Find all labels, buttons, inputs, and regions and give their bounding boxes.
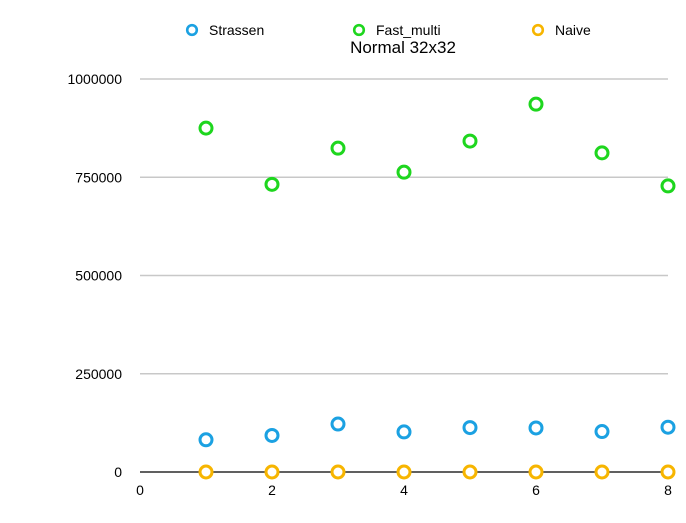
y-tick-label: 750000 bbox=[75, 169, 122, 185]
data-point bbox=[396, 424, 412, 440]
y-tick-label: 0 bbox=[114, 464, 122, 480]
x-tick-label: 4 bbox=[400, 482, 408, 498]
x-tick-label: 0 bbox=[136, 482, 144, 498]
gridlines bbox=[140, 78, 668, 473]
chart-title: Normal 32x32 bbox=[350, 38, 456, 57]
y-tick-label: 500000 bbox=[75, 268, 122, 284]
data-point bbox=[462, 420, 478, 436]
data-point bbox=[396, 164, 412, 180]
data-point bbox=[198, 432, 214, 448]
legend-marker bbox=[352, 23, 366, 37]
legend-marker bbox=[185, 23, 199, 37]
data-point bbox=[264, 176, 280, 192]
data-point bbox=[462, 464, 478, 480]
legend-label: Strassen bbox=[209, 22, 264, 38]
legend-label: Fast_multi bbox=[376, 22, 441, 38]
data-point bbox=[594, 145, 610, 161]
data-point bbox=[528, 464, 544, 480]
data-point bbox=[528, 96, 544, 112]
data-point bbox=[660, 464, 676, 480]
data-point bbox=[330, 416, 346, 432]
data-point bbox=[462, 133, 478, 149]
data-point bbox=[264, 464, 280, 480]
x-tick-label: 6 bbox=[532, 482, 540, 498]
x-tick-label: 8 bbox=[664, 482, 672, 498]
y-tick-label: 250000 bbox=[75, 366, 122, 382]
x-tick-label: 2 bbox=[268, 482, 276, 498]
data-point bbox=[330, 140, 346, 156]
data-point bbox=[396, 464, 412, 480]
data-points bbox=[198, 96, 676, 480]
data-point bbox=[660, 178, 676, 194]
data-point bbox=[198, 120, 214, 136]
legend: Strassen Fast_multi Naive bbox=[185, 22, 591, 38]
data-point bbox=[594, 424, 610, 440]
data-point bbox=[528, 420, 544, 436]
data-point bbox=[330, 464, 346, 480]
data-point bbox=[264, 427, 280, 443]
data-point bbox=[594, 464, 610, 480]
data-point bbox=[198, 464, 214, 480]
data-point bbox=[660, 419, 676, 435]
legend-label: Naive bbox=[555, 22, 591, 38]
x-axis-tick-labels: 0 2 4 6 8 bbox=[136, 482, 672, 498]
y-tick-label: 1000000 bbox=[67, 71, 122, 87]
y-axis-tick-labels: 0 250000 500000 750000 1000000 bbox=[67, 71, 122, 480]
legend-marker bbox=[531, 23, 545, 37]
